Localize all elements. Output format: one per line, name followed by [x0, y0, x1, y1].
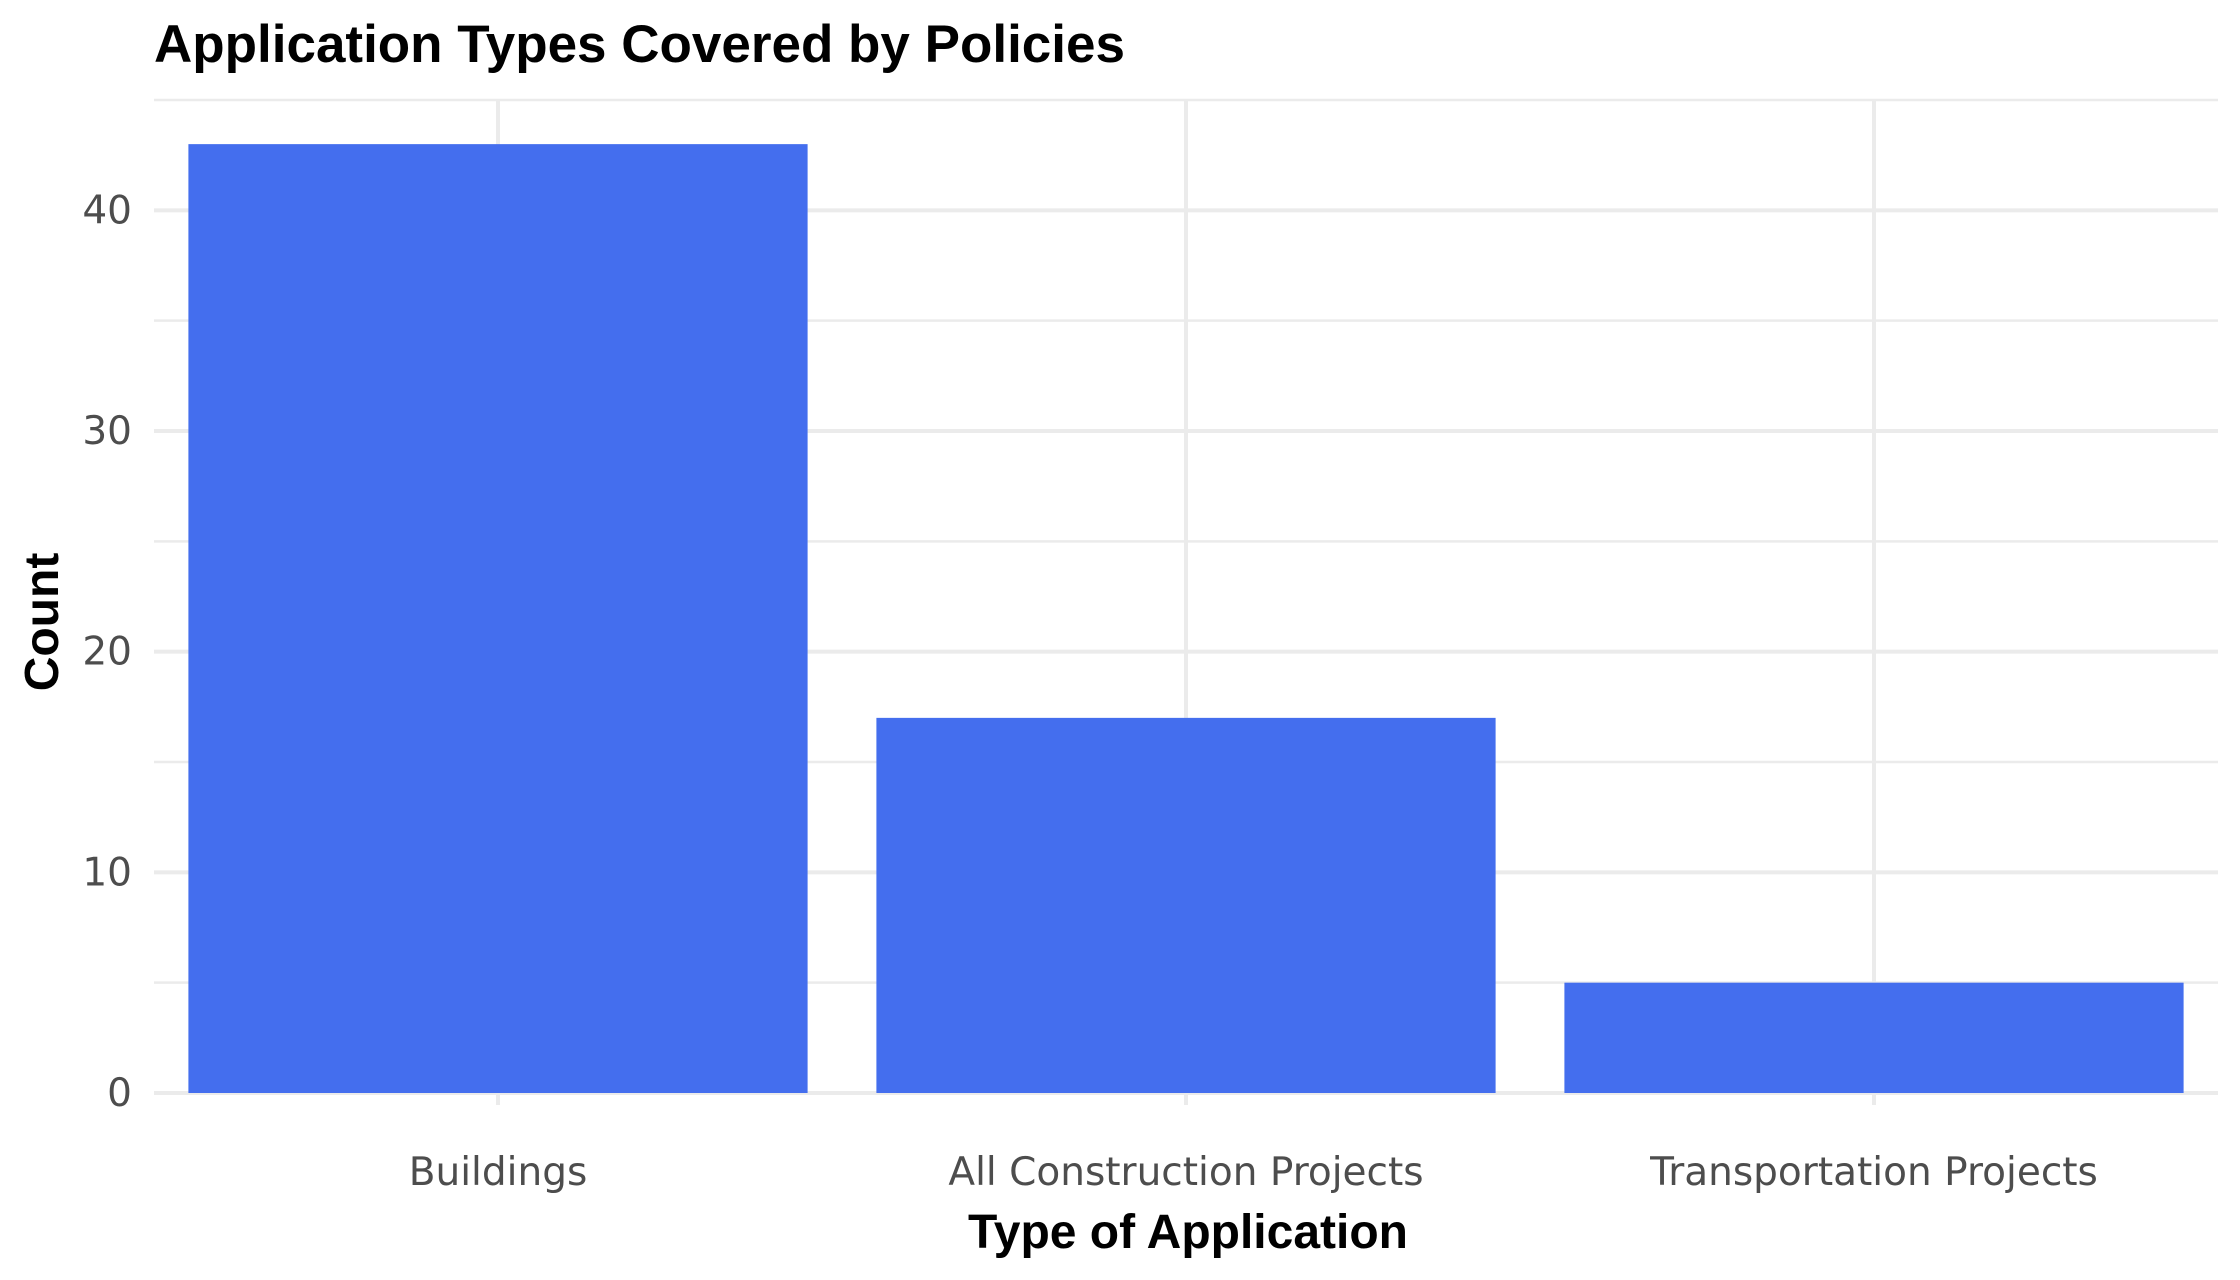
- y-axis-tick-labels: 0 10 20 30 40: [82, 188, 132, 1116]
- x-axis-title: Type of Application: [968, 1206, 1408, 1259]
- y-axis-title: Count: [16, 553, 69, 692]
- y-tick-label: 30: [82, 409, 132, 454]
- y-tick-label: 20: [82, 630, 132, 675]
- y-tick-label: 0: [107, 1071, 132, 1116]
- bar-buildings: [188, 144, 808, 1094]
- bars: [188, 144, 2184, 1094]
- x-tick-label: Transportation Projects: [1649, 1150, 2098, 1195]
- bar-all-construction-projects: [876, 717, 1496, 1093]
- x-tick-label: All Construction Projects: [948, 1150, 1423, 1195]
- x-axis-tick-labels: Buildings All Construction Projects Transp…: [409, 1150, 2098, 1195]
- chart-title: Application Types Covered by Policies: [154, 15, 1125, 74]
- y-tick-label: 40: [82, 188, 132, 233]
- y-tick-label: 10: [82, 850, 132, 895]
- x-tick-label: Buildings: [409, 1150, 588, 1195]
- bar-transportation-projects: [1564, 982, 2184, 1093]
